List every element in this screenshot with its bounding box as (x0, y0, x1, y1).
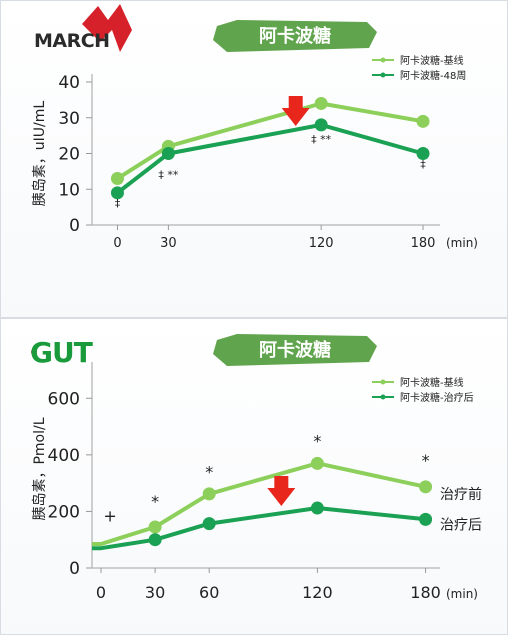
x-tick-label: 180 (411, 236, 436, 251)
data-point (202, 487, 216, 501)
x-unit-label: (min) (446, 236, 478, 250)
series-end-label: 治疗前 (440, 486, 482, 503)
y-tick-label: 600 (48, 389, 80, 409)
data-point (202, 517, 216, 531)
x-tick-label: 30 (145, 583, 165, 602)
gut-logo-dot (31, 349, 37, 355)
series-end-label: 治疗后 (440, 517, 482, 533)
y-tick-label: 40 (58, 73, 80, 93)
legend-label: 阿卡波糖-基线 (400, 376, 464, 389)
legend-swatch-dot (380, 57, 386, 63)
x-tick-label: 30 (160, 236, 177, 251)
series-line-2 (116, 122, 424, 195)
data-point (314, 118, 328, 132)
x-tick-label: 180 (410, 583, 441, 602)
y-axis-label: 胰岛素，Pmol/L (32, 417, 48, 520)
data-point (416, 114, 430, 128)
significance-annotation: ‡ ** (311, 133, 331, 146)
y-tick-label: 400 (48, 446, 80, 466)
down-arrow-icon (281, 96, 310, 126)
chart-title: 阿卡波糖 (259, 339, 331, 361)
title-brush-background (213, 20, 377, 52)
y-tick-label: 200 (48, 502, 80, 522)
y-tick-label: 10 (58, 180, 80, 200)
data-point (148, 520, 162, 534)
y-axis-label: 胰岛素，uIU/mL (32, 101, 48, 207)
series-line-1 (92, 461, 427, 546)
x-tick-label: 120 (302, 583, 333, 602)
y-tick-label: 20 (58, 145, 80, 165)
march-logo-swoosh (82, 4, 132, 52)
chart-title: 阿卡波糖 (259, 25, 331, 47)
legend-swatch-dot (380, 72, 386, 78)
y-tick-label: 0 (69, 216, 80, 236)
series-line-2 (92, 506, 426, 551)
y-tick-label: 30 (58, 109, 80, 129)
legend-swatch-dot (380, 379, 386, 385)
legend-swatch-dot (380, 394, 386, 400)
data-point (310, 456, 324, 470)
x-tick-label: 60 (199, 583, 219, 602)
legend-label: 阿卡波糖-48周 (400, 69, 466, 82)
data-point (419, 512, 433, 526)
significance-annotation: * (205, 462, 213, 481)
significance-annotation: ‡ ** (158, 169, 178, 182)
significance-annotation: ‡ (420, 158, 426, 171)
data-point (314, 96, 328, 110)
series-line-1 (116, 101, 424, 181)
data-point (110, 186, 124, 200)
significance-annotation: * (151, 492, 159, 511)
title-brush-background (213, 334, 377, 366)
legend-label: 阿卡波糖-基线 (400, 54, 464, 67)
x-tick-label: 0 (113, 236, 121, 251)
data-point (110, 172, 124, 186)
x-tick-label: 120 (309, 236, 334, 251)
down-arrow-icon (267, 476, 296, 506)
significance-annotation: * (313, 431, 321, 450)
x-tick-label: 0 (96, 583, 106, 602)
data-point (310, 501, 324, 515)
data-point (148, 533, 162, 547)
data-point (161, 147, 175, 160)
chart-panel-bottom (0, 318, 508, 635)
significance-annotation: + (103, 506, 116, 525)
x-unit-label: (min) (446, 587, 478, 601)
significance-annotation: * (422, 451, 430, 470)
data-point (419, 480, 433, 494)
data-point (416, 147, 430, 160)
y-tick-label: 0 (69, 559, 80, 579)
march-logo: MARCH (34, 30, 110, 52)
significance-annotation: ‡ (115, 197, 121, 210)
legend-label: 阿卡波糖-治疗后 (400, 391, 474, 404)
gut-logo: GUT (30, 336, 93, 369)
